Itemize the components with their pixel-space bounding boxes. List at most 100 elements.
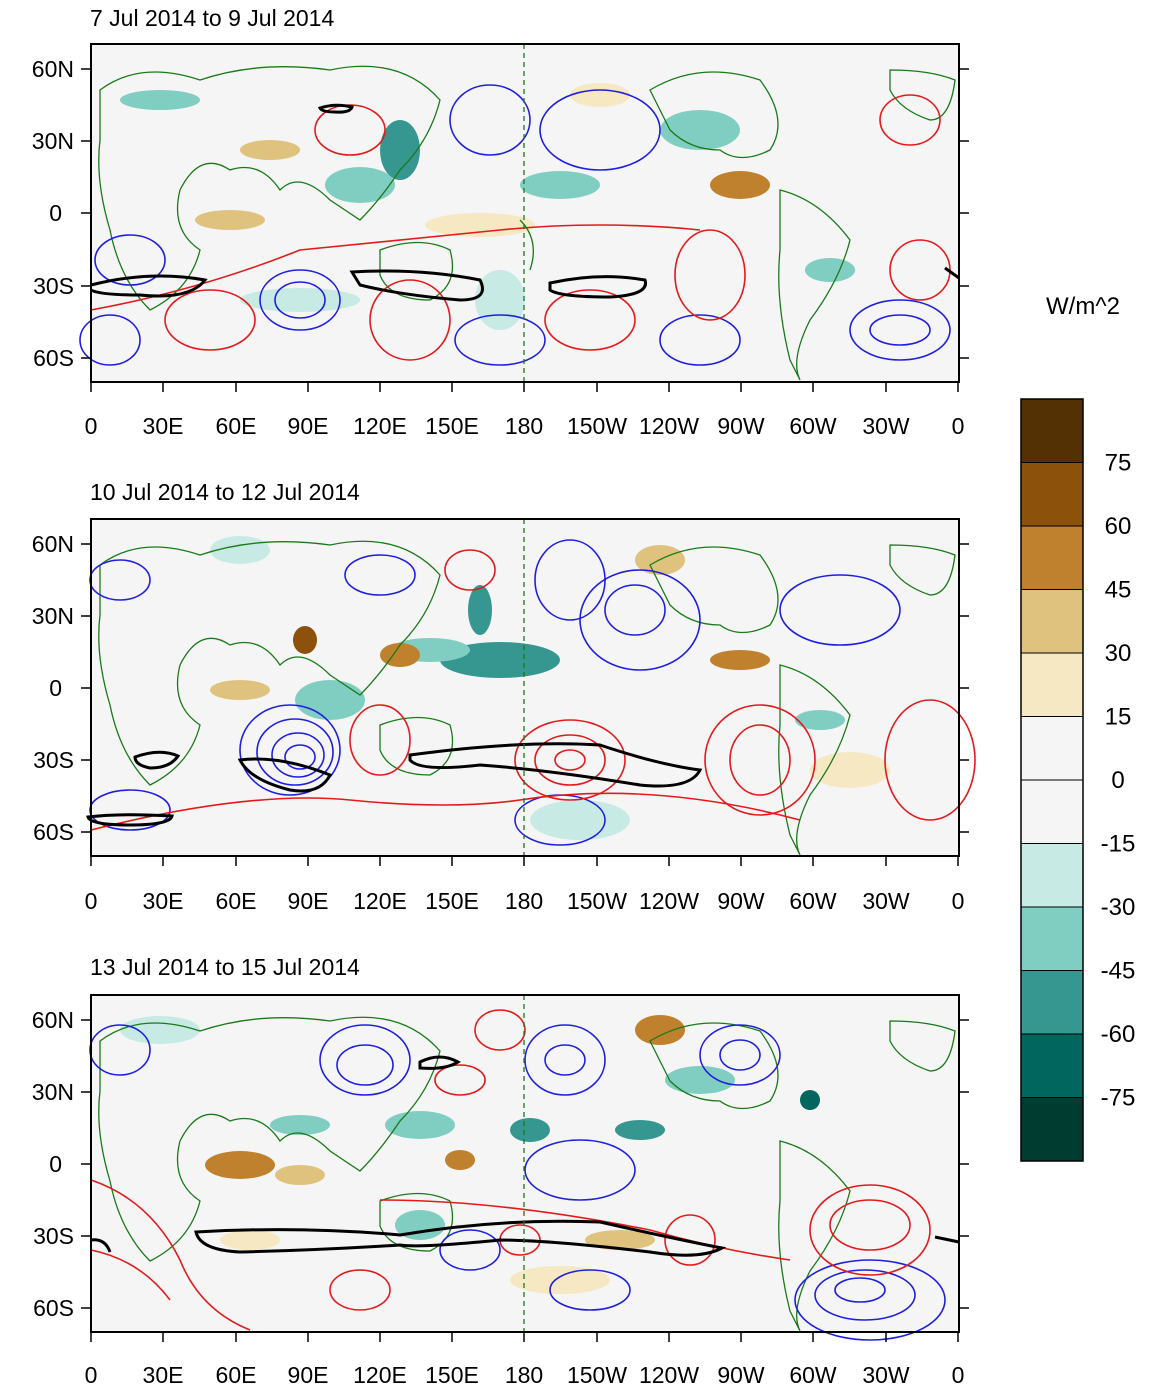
lat-label: 30N bbox=[32, 603, 74, 629]
lat-label: 0 bbox=[49, 1151, 62, 1177]
map-panel-1: 7 Jul 2014 to 9 Jul 2014 bbox=[32, 5, 969, 439]
lon-label: 0 bbox=[952, 1362, 965, 1388]
lat-label: 60S bbox=[33, 1295, 74, 1321]
lon-label: 60W bbox=[789, 888, 837, 914]
colorbar-swatch bbox=[1020, 398, 1084, 463]
colorbar-tick-label: -75 bbox=[1101, 1085, 1136, 1112]
map-panel-3: 13 Jul 2014 to 15 Jul 2014 bbox=[32, 954, 969, 1388]
lon-labels-2: 0 30E 60E 90E 120E 150E 180 150W 120W 90… bbox=[85, 888, 965, 914]
lon-label: 90E bbox=[288, 413, 329, 439]
tick-marks-3 bbox=[81, 1019, 969, 1342]
lat-label: 30S bbox=[33, 1223, 74, 1249]
colorbar-tick-label: -30 bbox=[1101, 894, 1136, 921]
lon-label: 30W bbox=[862, 1362, 910, 1388]
colorbar-swatch bbox=[1020, 779, 1084, 844]
coastlines-3 bbox=[98, 1016, 956, 1332]
colorbar-labels: 75 60 45 30 15 0 -15 -30 -45 -60 -75 bbox=[1101, 450, 1136, 1112]
lon-label: 60W bbox=[789, 413, 837, 439]
colorbar-tick-label: 45 bbox=[1105, 577, 1132, 604]
colorbar-frame bbox=[1020, 398, 1084, 1162]
colorbar-swatch bbox=[1020, 716, 1084, 781]
panel-title-2: 10 Jul 2014 to 12 Jul 2014 bbox=[90, 479, 360, 505]
lon-label: 180 bbox=[505, 1362, 543, 1388]
map-panel-2: 10 Jul 2014 to 12 Jul 2014 bbox=[32, 479, 976, 914]
lon-label: 0 bbox=[85, 413, 98, 439]
lon-label: 30W bbox=[862, 888, 910, 914]
lon-label: 90E bbox=[288, 888, 329, 914]
lon-label: 60E bbox=[216, 413, 257, 439]
lon-label: 150W bbox=[567, 413, 627, 439]
lon-label: 30W bbox=[862, 413, 910, 439]
lat-label: 30S bbox=[33, 273, 74, 299]
lon-label: 90W bbox=[717, 888, 765, 914]
lon-label: 0 bbox=[952, 888, 965, 914]
lat-label: 30S bbox=[33, 747, 74, 773]
lon-label: 150W bbox=[567, 888, 627, 914]
lat-label: 30N bbox=[32, 1079, 74, 1105]
lon-label: 0 bbox=[85, 888, 98, 914]
lon-label: 180 bbox=[505, 888, 543, 914]
lat-label: 30N bbox=[32, 128, 74, 154]
lon-labels-1: 0 30E 60E 90E 120E 150E 180 150W 120W 90… bbox=[85, 413, 965, 439]
colorbar-swatch bbox=[1020, 589, 1084, 654]
lon-label: 60E bbox=[216, 888, 257, 914]
lon-label: 30E bbox=[143, 1362, 184, 1388]
lon-label: 60W bbox=[789, 1362, 837, 1388]
lon-label: 90W bbox=[717, 413, 765, 439]
colorbar-tick-label: 30 bbox=[1105, 640, 1132, 667]
lon-label: 180 bbox=[505, 413, 543, 439]
lat-label: 60N bbox=[32, 56, 74, 82]
colorbar-tick-label: 75 bbox=[1105, 450, 1132, 477]
colorbar-tick-label: -15 bbox=[1101, 831, 1136, 858]
lon-label: 150E bbox=[425, 888, 479, 914]
lon-labels-3: 0 30E 60E 90E 120E 150E 180 150W 120W 90… bbox=[85, 1362, 965, 1388]
lon-label: 30E bbox=[143, 888, 184, 914]
lon-label: 30E bbox=[143, 413, 184, 439]
lat-label: 60S bbox=[33, 345, 74, 371]
lon-label: 120W bbox=[639, 413, 699, 439]
lon-label: 120E bbox=[353, 888, 407, 914]
colorbar-swatch bbox=[1020, 1033, 1084, 1098]
lat-label: 60S bbox=[33, 819, 74, 845]
colorbar-units: W/m^2 bbox=[1046, 293, 1120, 320]
colorbar-tick-label: -60 bbox=[1101, 1021, 1136, 1048]
lon-label: 90E bbox=[288, 1362, 329, 1388]
lon-label: 0 bbox=[952, 413, 965, 439]
tick-marks-2 bbox=[81, 543, 969, 866]
lon-label: 0 bbox=[85, 1362, 98, 1388]
lon-label: 120E bbox=[353, 413, 407, 439]
colorbar-swatch bbox=[1020, 462, 1084, 527]
lat-labels-2: 60N 30N 0 30S 60S bbox=[32, 531, 74, 845]
lat-label: 60N bbox=[32, 531, 74, 557]
colorbar-tick-label: 60 bbox=[1105, 513, 1132, 540]
colorbar-swatch bbox=[1020, 843, 1084, 908]
lat-label: 0 bbox=[49, 200, 62, 226]
lat-label: 0 bbox=[49, 675, 62, 701]
lat-labels-1: 60N 30N 0 30S 60S bbox=[32, 56, 74, 371]
tick-marks-1 bbox=[81, 68, 969, 392]
lon-label: 120W bbox=[639, 1362, 699, 1388]
contours-1 bbox=[79, 84, 960, 366]
lat-labels-3: 60N 30N 0 30S 60S bbox=[32, 1007, 74, 1321]
colorbar-swatch bbox=[1020, 1097, 1084, 1162]
panel-title-3: 13 Jul 2014 to 15 Jul 2014 bbox=[90, 954, 360, 980]
contours-2 bbox=[86, 539, 976, 846]
colorbar-swatch bbox=[1020, 652, 1084, 717]
colorbar-tick-label: -45 bbox=[1101, 958, 1136, 985]
colorbar: W/m^2 75 60 45 30 15 0 -15 -30 -45 -60 -75 bbox=[1020, 293, 1136, 1162]
colorbar-tick-label: 15 bbox=[1105, 704, 1132, 731]
contours-3 bbox=[89, 1009, 960, 1341]
panel-title-1: 7 Jul 2014 to 9 Jul 2014 bbox=[90, 5, 334, 31]
lon-label: 120E bbox=[353, 1362, 407, 1388]
lon-label: 60E bbox=[216, 1362, 257, 1388]
colorbar-swatch bbox=[1020, 906, 1084, 971]
lon-label: 90W bbox=[717, 1362, 765, 1388]
lon-label: 150E bbox=[425, 413, 479, 439]
colorbar-swatch bbox=[1020, 525, 1084, 590]
colorbar-swatches bbox=[1020, 398, 1084, 1162]
anomaly-shading-1 bbox=[120, 83, 855, 330]
lon-label: 150E bbox=[425, 1362, 479, 1388]
colorbar-swatch bbox=[1020, 970, 1084, 1035]
coastlines-1 bbox=[98, 65, 956, 381]
